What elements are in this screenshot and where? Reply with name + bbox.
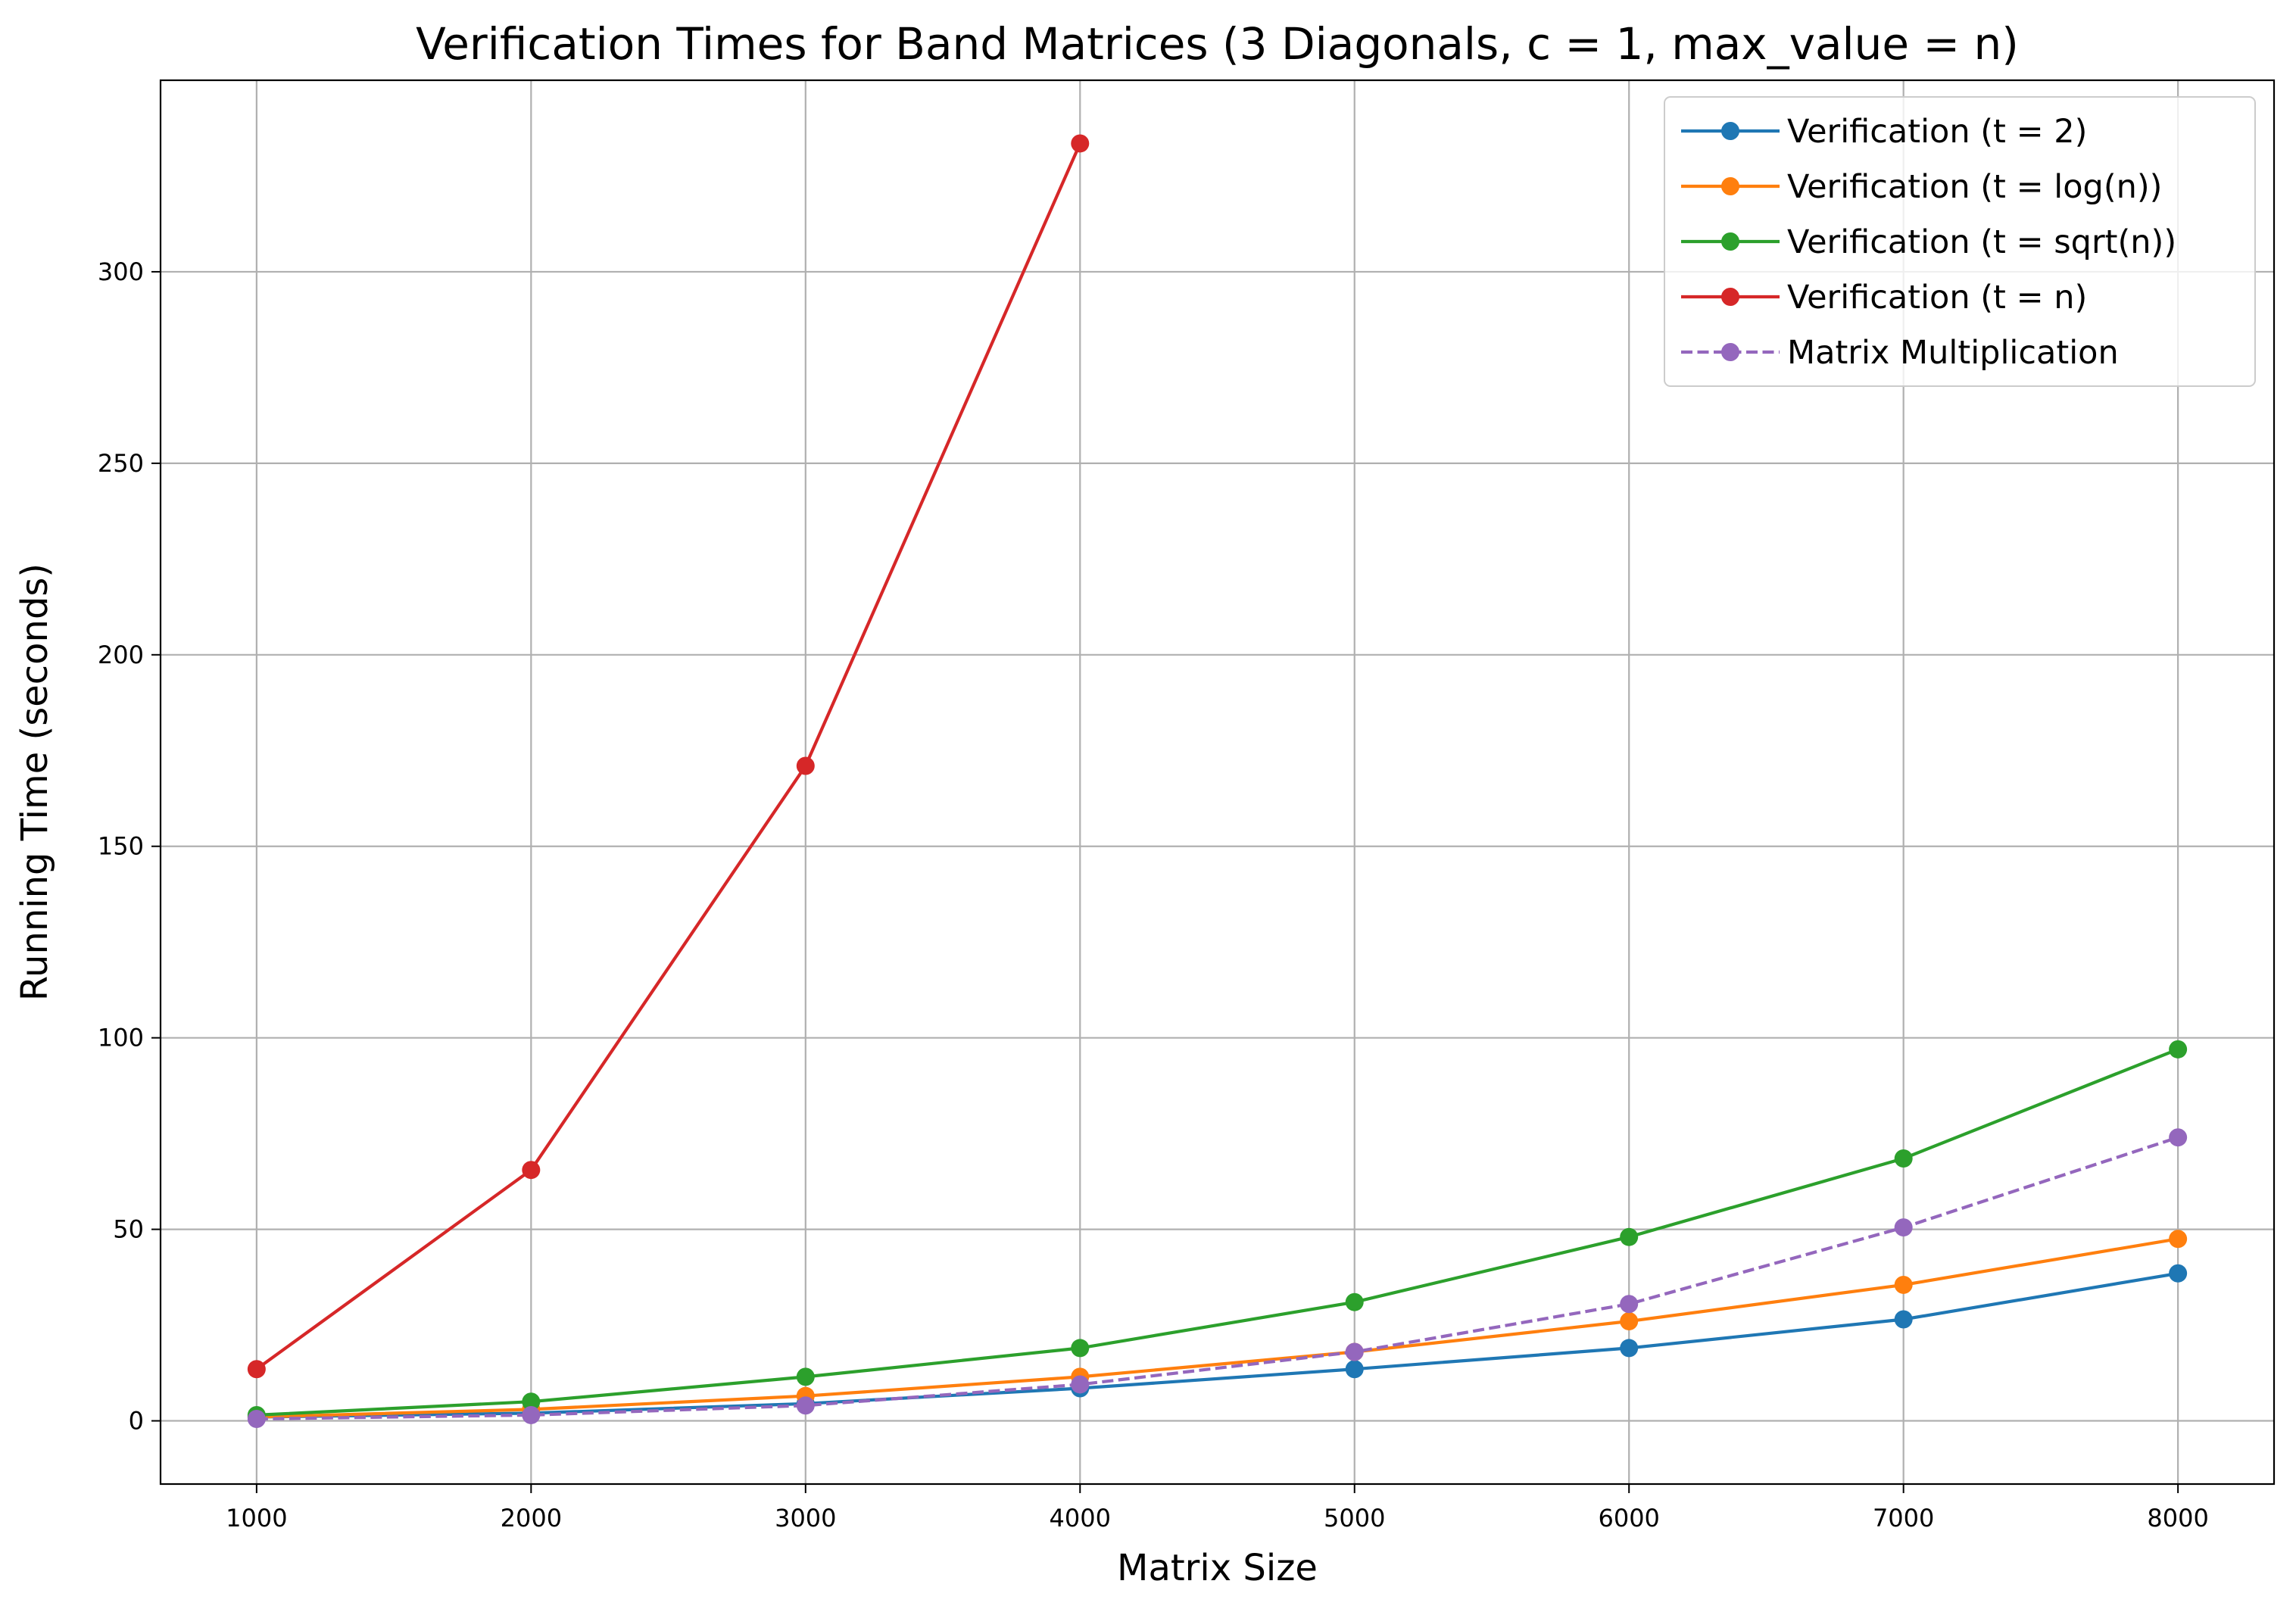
legend-item-1: Verification (t = 2) <box>1681 113 2087 151</box>
series-line <box>255 142 1082 1370</box>
y-tick-label: 200 <box>98 641 144 669</box>
series-line <box>256 1237 2179 1419</box>
data-point <box>1894 1275 1913 1294</box>
plot-series <box>247 134 2188 1429</box>
data-point <box>247 1360 266 1379</box>
legend-box <box>1664 96 2256 387</box>
legend-marker <box>1721 232 1739 251</box>
x-tick-label: 3000 <box>775 1504 836 1532</box>
chart-title: Verification Times for Band Matrices (3 … <box>416 18 2019 70</box>
legend-label: Verification (t = 2) <box>1787 113 2087 151</box>
legend-label: Verification (t = log(n)) <box>1787 168 2162 206</box>
legend-marker <box>1721 288 1739 306</box>
legend-item-3: Verification (t = sqrt(n)) <box>1681 223 2176 261</box>
series-line <box>256 1136 2179 1421</box>
legend-item-2: Verification (t = log(n)) <box>1681 168 2162 206</box>
legend-item-4: Verification (t = n) <box>1681 279 2087 316</box>
data-point <box>796 756 815 775</box>
data-point <box>1894 1310 1913 1329</box>
y-tick-label: 150 <box>98 832 144 861</box>
data-point <box>522 1405 541 1424</box>
data-point <box>522 1161 541 1180</box>
x-tick-label: 1000 <box>226 1504 287 1532</box>
y-tick-label: 100 <box>98 1024 144 1052</box>
data-point <box>2169 1040 2188 1059</box>
data-point <box>2169 1128 2188 1147</box>
legend-marker <box>1721 122 1739 140</box>
series-5 <box>247 1128 2188 1429</box>
data-point <box>796 1396 815 1415</box>
data-point <box>1345 1342 1364 1361</box>
data-point <box>1894 1218 1913 1237</box>
x-tick-label: 7000 <box>1873 1504 1934 1532</box>
x-tick-label: 4000 <box>1050 1504 1111 1532</box>
x-tick-label: 2000 <box>501 1504 562 1532</box>
data-point <box>522 1392 541 1411</box>
y-axis-label: Running Time (seconds) <box>14 563 56 1001</box>
legend-label: Verification (t = n) <box>1787 279 2087 316</box>
data-point <box>1345 1292 1364 1311</box>
legend-item-5: Matrix Multiplication <box>1681 334 2119 372</box>
legend-marker <box>1721 177 1739 195</box>
data-point <box>1620 1339 1639 1358</box>
x-tick-label: 8000 <box>2147 1504 2208 1532</box>
y-tick-label: 0 <box>129 1407 144 1436</box>
axis-ticks: 1000 2000 3000 4000 5000 6000 7000 8000 0 50 100 15… <box>98 257 2209 1532</box>
data-point <box>247 1410 266 1429</box>
series-line <box>256 1047 2179 1417</box>
legend-marker <box>1721 343 1739 361</box>
legend-label: Verification (t = sqrt(n)) <box>1787 223 2176 261</box>
series-4 <box>247 134 1090 1379</box>
series-line <box>256 1271 2179 1419</box>
y-tick-label: 250 <box>98 449 144 478</box>
data-point <box>1620 1295 1639 1314</box>
y-tick-label: 50 <box>113 1215 144 1244</box>
legend: Verification (t = 2) Verification (t = lo… <box>1664 96 2256 387</box>
data-point <box>1071 1375 1090 1394</box>
data-point <box>796 1367 815 1386</box>
data-point <box>1345 1360 1364 1379</box>
data-point <box>1894 1149 1913 1168</box>
data-point <box>1071 134 1090 153</box>
data-point <box>1620 1227 1639 1246</box>
y-tick-label: 300 <box>98 257 144 286</box>
x-axis-label: Matrix Size <box>1117 1547 1318 1589</box>
grid <box>161 80 2274 1484</box>
x-tick-label: 5000 <box>1324 1504 1385 1532</box>
data-point <box>2169 1264 2188 1283</box>
data-point <box>1071 1339 1090 1358</box>
data-point <box>2169 1230 2188 1249</box>
data-point <box>1620 1312 1639 1331</box>
plot-area-frame <box>159 79 2276 1486</box>
x-tick-label: 6000 <box>1598 1504 1659 1532</box>
legend-label: Matrix Multiplication <box>1787 334 2119 372</box>
